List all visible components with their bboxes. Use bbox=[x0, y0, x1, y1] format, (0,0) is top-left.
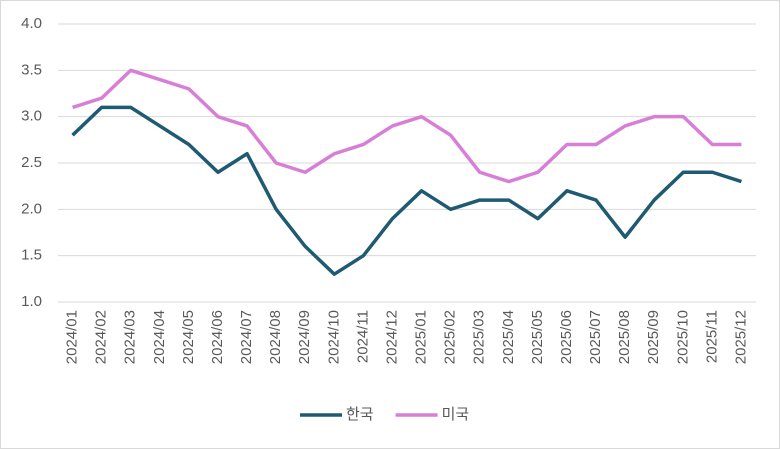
y-tick-label: 3.5 bbox=[21, 61, 42, 78]
x-tick-label: 2025/09 bbox=[645, 310, 662, 364]
x-tick-label: 2024/01 bbox=[64, 310, 81, 364]
x-tick-label: 2024/05 bbox=[180, 310, 197, 364]
x-tick-label: 2024/03 bbox=[122, 310, 139, 364]
x-tick-label: 2025/12 bbox=[732, 310, 749, 364]
x-tick-label: 2025/08 bbox=[616, 310, 633, 364]
x-tick-label: 2025/01 bbox=[413, 310, 430, 364]
x-tick-label: 2024/12 bbox=[383, 310, 400, 364]
y-tick-label: 2.0 bbox=[21, 200, 42, 217]
x-tick-label: 2025/10 bbox=[674, 310, 691, 364]
x-tick-label: 2024/04 bbox=[151, 310, 168, 364]
x-tick-label: 2025/05 bbox=[529, 310, 546, 364]
x-tick-label: 2024/02 bbox=[93, 310, 110, 364]
series-line bbox=[71, 105, 742, 276]
series-line bbox=[72, 68, 742, 184]
x-tick-label: 2024/10 bbox=[325, 310, 342, 364]
x-tick-label: 2024/09 bbox=[296, 310, 313, 364]
x-tick-label: 2024/08 bbox=[267, 310, 284, 364]
y-tick-label: 1.0 bbox=[21, 293, 42, 310]
x-tick-label: 2025/02 bbox=[442, 310, 459, 364]
y-tick-label: 3.0 bbox=[21, 108, 42, 125]
x-tick-label: 2025/07 bbox=[587, 310, 604, 364]
legend-label: 미국 bbox=[442, 406, 470, 423]
y-tick-label: 4.0 bbox=[21, 15, 42, 32]
y-tick-label: 2.5 bbox=[21, 154, 42, 171]
x-tick-label: 2024/11 bbox=[354, 310, 371, 363]
x-tick-label: 2025/11 bbox=[703, 310, 720, 363]
x-tick-label: 2024/06 bbox=[209, 310, 226, 364]
x-tick-label: 2025/06 bbox=[558, 310, 575, 364]
legend-label: 한국 bbox=[346, 406, 374, 423]
x-tick-label: 2025/04 bbox=[500, 310, 517, 364]
x-tick-label: 2025/03 bbox=[471, 310, 488, 364]
x-tick-label: 2024/07 bbox=[238, 310, 255, 364]
y-tick-label: 1.5 bbox=[21, 247, 42, 264]
